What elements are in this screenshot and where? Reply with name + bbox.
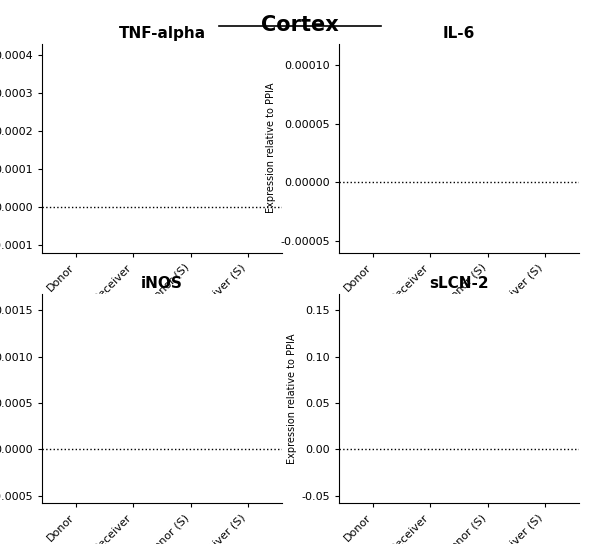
Title: iNOS: iNOS [141,276,183,291]
Title: TNF-alpha: TNF-alpha [118,26,206,41]
Title: sLCN-2: sLCN-2 [429,276,489,291]
Y-axis label: Expression relative to PPIA: Expression relative to PPIA [287,333,297,463]
Text: Cortex: Cortex [261,15,339,35]
Title: IL-6: IL-6 [443,26,475,41]
Y-axis label: Expression relative to PPIA: Expression relative to PPIA [266,83,276,213]
